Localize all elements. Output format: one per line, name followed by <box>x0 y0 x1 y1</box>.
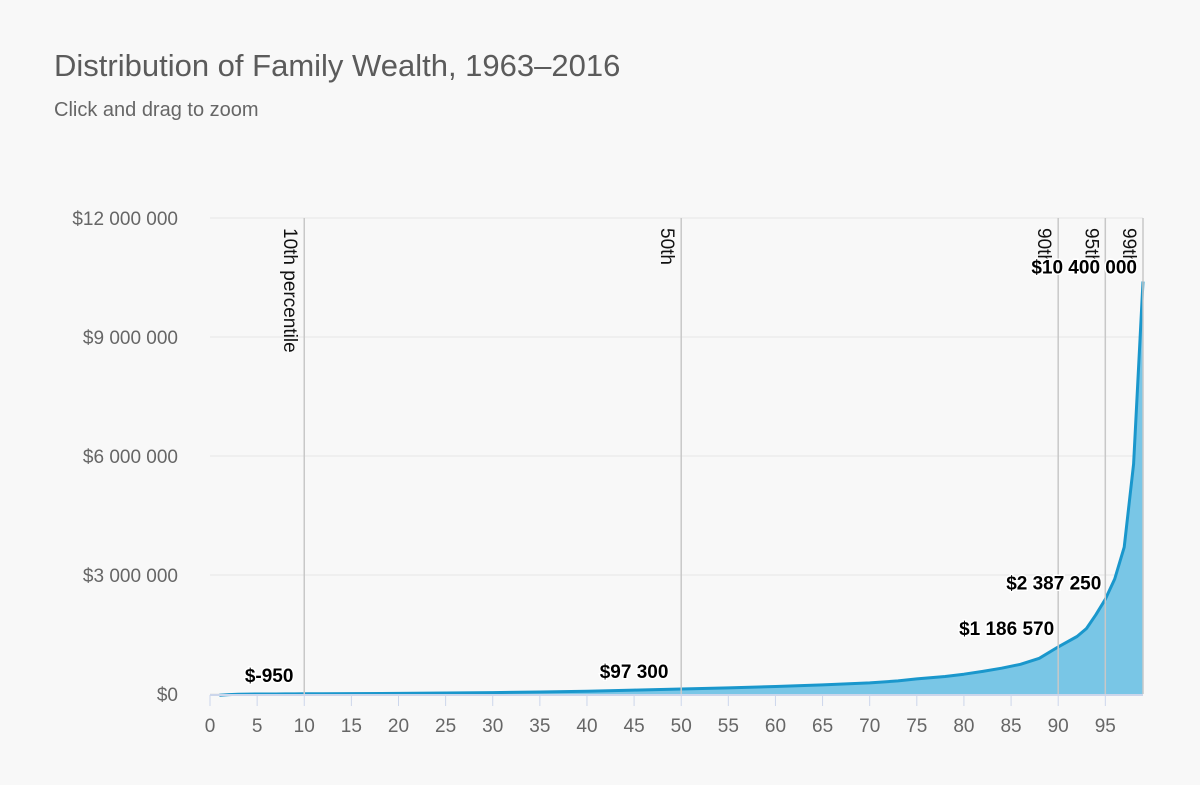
x-tick-label: 45 <box>624 716 645 737</box>
x-tick-label: 20 <box>388 716 409 737</box>
x-tick-label: 50 <box>671 716 692 737</box>
percentile-plotline-label: 90th <box>1033 228 1054 265</box>
x-tick-label: 55 <box>718 716 739 737</box>
x-tick-label: 80 <box>953 716 974 737</box>
data-label: $1 186 570 <box>959 619 1054 640</box>
x-tick-label: 10 <box>294 716 315 737</box>
y-tick-label: $3 000 000 <box>83 566 178 587</box>
x-tick-label: 25 <box>435 716 456 737</box>
chart-subtitle: Click and drag to zoom <box>54 99 259 121</box>
x-tick-label: 70 <box>859 716 880 737</box>
y-tick-label: $12 000 000 <box>72 209 178 230</box>
data-label: $-950 <box>245 666 294 687</box>
wealth-area-fill <box>219 281 1143 696</box>
data-label: $97 300 <box>600 662 669 683</box>
x-tick-label: 40 <box>576 716 597 737</box>
x-tick-label: 90 <box>1048 716 1069 737</box>
percentile-plotline-label: 50th <box>656 228 677 265</box>
y-tick-label: $9 000 000 <box>83 328 178 349</box>
chart-title: Distribution of Family Wealth, 1963–2016 <box>54 48 621 83</box>
x-tick-label: 60 <box>765 716 786 737</box>
wealth-series-line[interactable] <box>219 281 1145 697</box>
percentile-plotline-label: 10th percentile <box>279 228 300 353</box>
x-tick-label: 95 <box>1095 716 1116 737</box>
x-tick-label: 0 <box>205 716 216 737</box>
percentile-plotline-label: 95th <box>1080 228 1101 265</box>
percentile-plotline-label: 99th <box>1118 228 1139 265</box>
x-tick-label: 15 <box>341 716 362 737</box>
y-tick-label: $6 000 000 <box>83 447 178 468</box>
x-tick-label: 5 <box>252 716 263 737</box>
x-tick-label: 85 <box>1000 716 1021 737</box>
y-tick-label: $0 <box>157 685 178 706</box>
x-tick-label: 75 <box>906 716 927 737</box>
x-tick-label: 30 <box>482 716 503 737</box>
x-tick-label: 35 <box>529 716 550 737</box>
data-label: $10 400 000 <box>1031 257 1137 278</box>
data-label: $2 387 250 <box>1006 573 1101 594</box>
x-tick-label: 65 <box>812 716 833 737</box>
